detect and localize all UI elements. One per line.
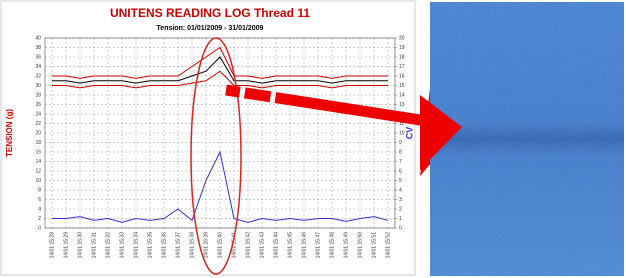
y2-tick-label: 3 (399, 197, 402, 203)
y2-tick-label: 9 (399, 140, 402, 146)
y-tick-label: 20 (35, 130, 41, 136)
y-tick-label: 12 (35, 168, 41, 174)
y2-tick-label: 17 (399, 64, 405, 70)
y2-tick-label: 4 (399, 187, 402, 193)
y2-tick-label: 8 (399, 149, 402, 155)
y2-tick-label: 15 (399, 83, 405, 89)
x-tick-label: 14/01 15:28 (49, 232, 55, 259)
y-tick-label: 30 (35, 83, 41, 89)
y-tick-label: 28 (35, 92, 41, 98)
y-tick-label: 16 (35, 149, 41, 155)
y-tick-label: 2 (38, 216, 41, 222)
y-tick-label: 26 (35, 102, 41, 108)
y2-tick-label: 19 (399, 45, 405, 51)
y-tick-label: 18 (35, 140, 41, 146)
y2-tick-label: 5 (399, 178, 402, 184)
y2-tick-label: 16 (399, 73, 405, 79)
y-tick-label: 22 (35, 121, 41, 127)
x-tick-label: 14/01 15:33 (119, 232, 125, 259)
x-tick-label: 14/01 15:46 (301, 232, 307, 259)
y-tick-label: 4 (38, 206, 41, 212)
y2-tick-label: 1 (399, 216, 402, 222)
x-tick-label: 14/01 15:40 (217, 232, 223, 259)
y-tick-label: 36 (35, 54, 41, 60)
x-tick-label: 14/01 15:48 (329, 232, 335, 259)
x-tick-label: 14/01 15:42 (245, 232, 251, 259)
x-tick-label: 14/01 15:50 (357, 232, 363, 259)
y-tick-label: 14 (35, 159, 41, 165)
x-tick-label: 14/01 15:29 (63, 232, 69, 259)
y-tick-label: 0 (38, 225, 41, 231)
y-tick-label: 40 (35, 35, 41, 41)
y2-tick-label: 0 (399, 225, 402, 231)
x-tick-label: 14/01 15:38 (189, 232, 195, 259)
x-tick-label: 14/01 15:31 (91, 232, 97, 259)
x-tick-label: 14/01 15:51 (371, 232, 377, 259)
x-tick-label: 14/01 15:45 (287, 232, 293, 259)
x-tick-label: 14/01 15:37 (175, 232, 181, 259)
x-tick-label: 14/01 15:47 (315, 232, 321, 259)
x-tick-label: 14/01 15:39 (203, 232, 209, 259)
y2-tick-label: 13 (399, 102, 405, 108)
y-tick-label: 10 (35, 178, 41, 184)
y2-axis-label: CV (404, 127, 414, 140)
x-tick-label: 14/01 15:32 (105, 232, 111, 259)
x-tick-label: 14/01 15:35 (147, 232, 153, 259)
x-tick-label: 14/01 15:43 (259, 232, 265, 259)
x-tick-label: 14/01 15:30 (77, 232, 83, 259)
y-axis-label: TENSION (g) (5, 109, 14, 157)
screenshot: UNITENS READING LOG Thread 11 Tension: 0… (0, 0, 626, 278)
y-tick-label: 6 (38, 197, 41, 203)
y-tick-label: 24 (35, 111, 41, 117)
y2-tick-label: 6 (399, 168, 402, 174)
x-tick-label: 14/01 15:44 (273, 232, 279, 259)
chart-subtitle: Tension: 01/01/2009 - 31/01/2009 (157, 25, 264, 32)
x-tick-label: 14/01 15:36 (161, 232, 167, 259)
x-tick-label: 14/01 15:34 (133, 232, 139, 259)
y2-tick-label: 18 (399, 54, 405, 60)
y2-tick-label: 7 (399, 159, 402, 165)
y-tick-label: 8 (38, 187, 41, 193)
y2-tick-label: 2 (399, 206, 402, 212)
y2-tick-label: 14 (399, 92, 405, 98)
y2-tick-label: 10 (399, 130, 405, 136)
y-tick-label: 32 (35, 73, 41, 79)
y2-tick-label: 20 (399, 35, 405, 41)
chart-title: UNITENS READING LOG Thread 11 (110, 6, 310, 20)
y-tick-label: 34 (35, 64, 41, 70)
x-tick-label: 14/01 15:49 (343, 232, 349, 259)
x-tick-label: 14/01 15:52 (385, 232, 391, 259)
y-tick-label: 38 (35, 45, 41, 51)
fabric-texture (430, 2, 624, 276)
